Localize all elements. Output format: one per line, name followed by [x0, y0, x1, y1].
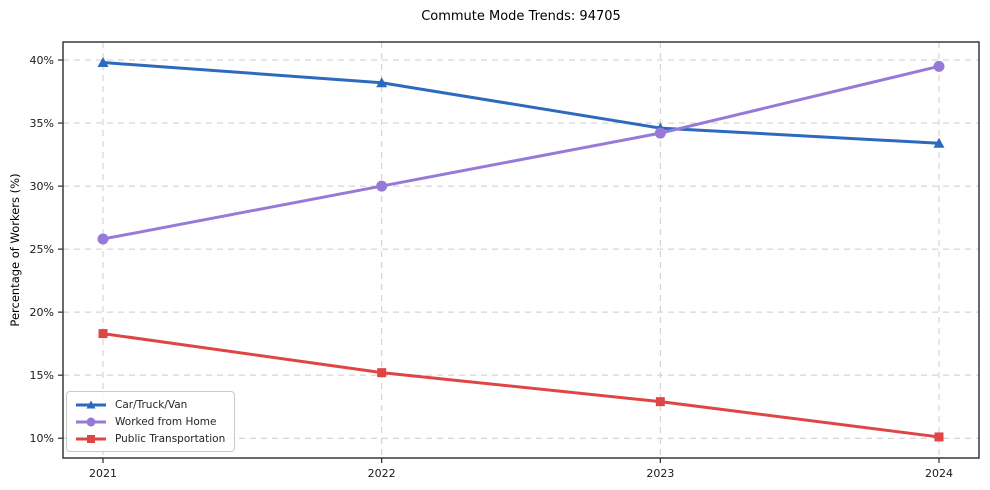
x-tick-label: 2022 [368, 467, 396, 480]
y-tick-label: 30% [30, 180, 54, 193]
series-line-car-truck-van [101, 61, 941, 145]
legend-item-public-transportation: Public Transportation [74, 430, 225, 447]
series-worked-from-home-marker-circle [376, 180, 388, 192]
series-public-transportation-marker-square [98, 329, 108, 339]
legend-label-worked-from-home: Worked from Home [115, 415, 217, 428]
axes-border [62, 41, 980, 459]
y-tick-label: 10% [30, 432, 54, 445]
series-car-truck-van-marker-triangle [97, 57, 109, 68]
legend-sample-triangle-icon [76, 400, 106, 408]
chart-title: Commute Mode Trends: 94705 [421, 9, 621, 24]
y-tick-label: 20% [30, 306, 54, 319]
y-tick-label: 25% [30, 243, 54, 256]
x-tick-label: 2024 [925, 467, 953, 480]
series-worked-from-home-marker-circle [97, 233, 109, 245]
legend-label-public-transportation: Public Transportation [115, 432, 226, 445]
series-worked-from-home-marker-circle [654, 127, 666, 139]
series-car-truck-van-marker-triangle [933, 137, 945, 148]
legend: Car/Truck/Van Worked from Home Public Tran… [66, 391, 236, 452]
series-car-truck-van-marker-triangle [376, 77, 388, 88]
series-public-transportation-marker-square [377, 368, 387, 378]
y-tick-label: 40% [30, 54, 54, 67]
y-tick-label: 35% [30, 117, 54, 130]
series-public-transportation-marker-square [655, 397, 665, 407]
series-line-public-transportation [101, 332, 941, 439]
legend-item-car-truck-van: Car/Truck/Van [74, 396, 225, 413]
y-tick-label: 15% [30, 369, 54, 382]
series-line-worked-from-home [101, 64, 941, 241]
legend-item-worked-from-home: Worked from Home [74, 413, 225, 430]
series-public-transportation-marker-square [934, 432, 944, 442]
x-tick-label: 2021 [89, 467, 117, 480]
legend-sample-circle-icon [76, 417, 106, 426]
x-tick-label: 2023 [646, 467, 674, 480]
legend-label-car-truck-van: Car/Truck/Van [115, 398, 188, 411]
legend-sample-square-icon [76, 434, 106, 443]
series-worked-from-home-marker-circle [933, 60, 945, 72]
